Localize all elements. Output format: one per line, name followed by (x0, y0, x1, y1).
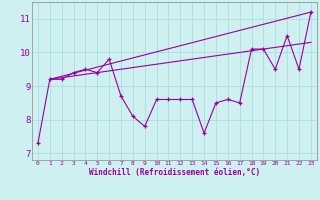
X-axis label: Windchill (Refroidissement éolien,°C): Windchill (Refroidissement éolien,°C) (89, 168, 260, 177)
